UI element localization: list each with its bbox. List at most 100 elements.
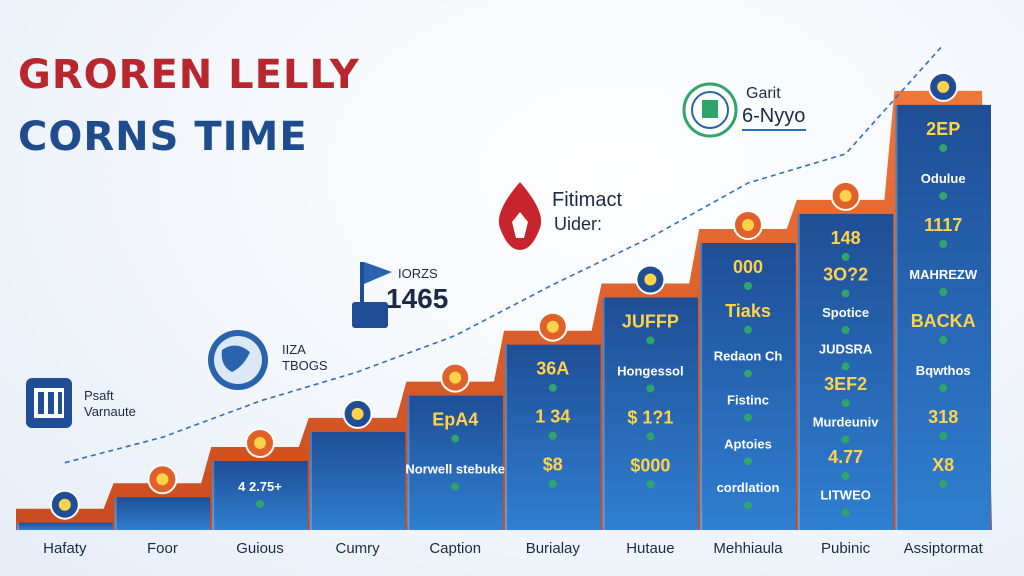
bar-label: JUFFP: [622, 312, 679, 332]
bar: [407, 395, 503, 530]
drop-icon: [498, 182, 542, 250]
annotation-1-title: Psaft: [84, 388, 114, 403]
bar: [797, 213, 894, 530]
bar: [700, 243, 796, 530]
bar: [309, 431, 406, 530]
bar-label: 000: [733, 257, 763, 277]
bar-divider: [114, 497, 117, 530]
bar-label: Bqwthos: [916, 363, 971, 378]
annotation-1-subtitle: Varnaute: [84, 404, 136, 419]
x-tick-label: Mehhiaula: [713, 540, 783, 557]
bar-dot: [939, 335, 948, 344]
bar-dot: [451, 482, 460, 491]
bar-dot: [939, 239, 948, 248]
annotation-3-subtitle: 1465: [386, 283, 448, 314]
peak-marker-core: [254, 437, 266, 449]
annotation-3-title: IORZS: [398, 266, 438, 281]
bar-dot: [451, 434, 460, 443]
x-tick-label: Hafaty: [43, 540, 87, 557]
bar: [212, 461, 308, 530]
x-tick-label: Guious: [236, 540, 284, 557]
peak-marker-core: [839, 189, 852, 202]
badge-icon: [682, 82, 738, 138]
bar-label: 36A: [536, 359, 569, 379]
peak-marker-core: [449, 371, 462, 384]
bar-dot: [744, 369, 752, 378]
labels-layer: 4 2.75+ EpA4 Norwell stebuke 36A 1 34 $8 JUFFP…: [238, 119, 978, 503]
bar-divider: [309, 431, 312, 530]
annotation-5: Garit 6-Nyyo: [682, 82, 806, 138]
peak-marker-core: [937, 80, 950, 93]
x-tick-label: Foor: [147, 540, 178, 557]
bar-label: $ 1?1: [627, 408, 673, 428]
bar-dot: [548, 479, 557, 488]
peak-marker-core: [156, 473, 169, 486]
annotation-4-subtitle: Uider:: [554, 214, 602, 234]
x-tick-label: Pubinic: [821, 540, 871, 557]
peak-marker-core: [351, 407, 364, 420]
bar-dot: [939, 191, 948, 200]
x-tick-label: Hutaue: [626, 540, 674, 557]
bar-dot: [841, 508, 850, 517]
bar-label: X8: [932, 455, 954, 475]
x-tick-label: Assiptormat: [904, 540, 984, 557]
bar-dot: [841, 362, 850, 371]
annotation-2-title: IIZA: [282, 342, 306, 357]
bar-dot: [939, 383, 948, 392]
bar-divider: [505, 344, 507, 530]
bar-dot: [841, 472, 850, 480]
bar-label: Odulue: [921, 171, 966, 186]
bar: [895, 104, 991, 531]
bar-dot: [841, 435, 850, 444]
bar-divider: [17, 522, 19, 530]
bar: [114, 497, 211, 530]
bar-label: EpA4: [432, 410, 478, 430]
annotation-5-title: Garit: [746, 85, 781, 102]
flag-icon: [352, 262, 392, 328]
peak-marker-core: [742, 219, 754, 231]
bar-label: MAHREZW: [909, 267, 978, 282]
bar-label: 318: [928, 407, 958, 427]
bar-dot: [841, 252, 850, 261]
bar-dot: [744, 501, 752, 510]
bar-label: $8: [543, 455, 563, 475]
annotation-1: Psaft Varnaute: [26, 378, 136, 428]
bar-dot: [548, 383, 557, 392]
bar-label: JUDSRA: [819, 341, 873, 356]
bar-dot: [744, 325, 752, 334]
peak-marker-core: [58, 498, 71, 511]
chart-title-line2: CORNS TIME: [18, 114, 308, 160]
bar-dot: [841, 399, 850, 407]
bar-dot: [646, 480, 655, 489]
globe-icon: [208, 330, 268, 390]
trend-layer: [64, 44, 944, 464]
bar-divider: [602, 297, 605, 530]
x-tick-label: Burialay: [526, 540, 581, 557]
bar-dot: [939, 143, 948, 152]
bar-divider: [700, 243, 703, 530]
x-axis: Hafaty Foor Guious Cumry Caption Burialay Huta…: [43, 540, 984, 557]
bar: [602, 297, 699, 530]
dots-layer: [256, 143, 948, 517]
bar-label: cordlation: [717, 480, 780, 495]
bar-divider: [407, 395, 410, 530]
bar-dot: [939, 287, 948, 296]
bar: [17, 522, 113, 530]
bar-label: Redaon Ch: [714, 349, 783, 364]
bar-label: LITWEO: [820, 488, 871, 503]
annotation-3: IORZS 1465: [352, 262, 448, 328]
x-tick-label: Caption: [429, 540, 481, 557]
peak-marker-core: [546, 320, 559, 333]
bar-label: Spotice: [822, 305, 869, 320]
annotation-2-subtitle: TBOGS: [282, 358, 328, 373]
bar-dot: [646, 432, 655, 441]
annotation-5-subtitle: 6-Nyyo: [742, 105, 805, 127]
bar-label: 3O?2: [823, 264, 868, 284]
trend-line: [64, 44, 944, 464]
building-icon: [26, 378, 72, 428]
bar-label: 4 2.75+: [238, 479, 282, 494]
bar-dot: [646, 336, 655, 345]
bar-dot: [841, 325, 850, 334]
bar-dot: [256, 500, 264, 508]
